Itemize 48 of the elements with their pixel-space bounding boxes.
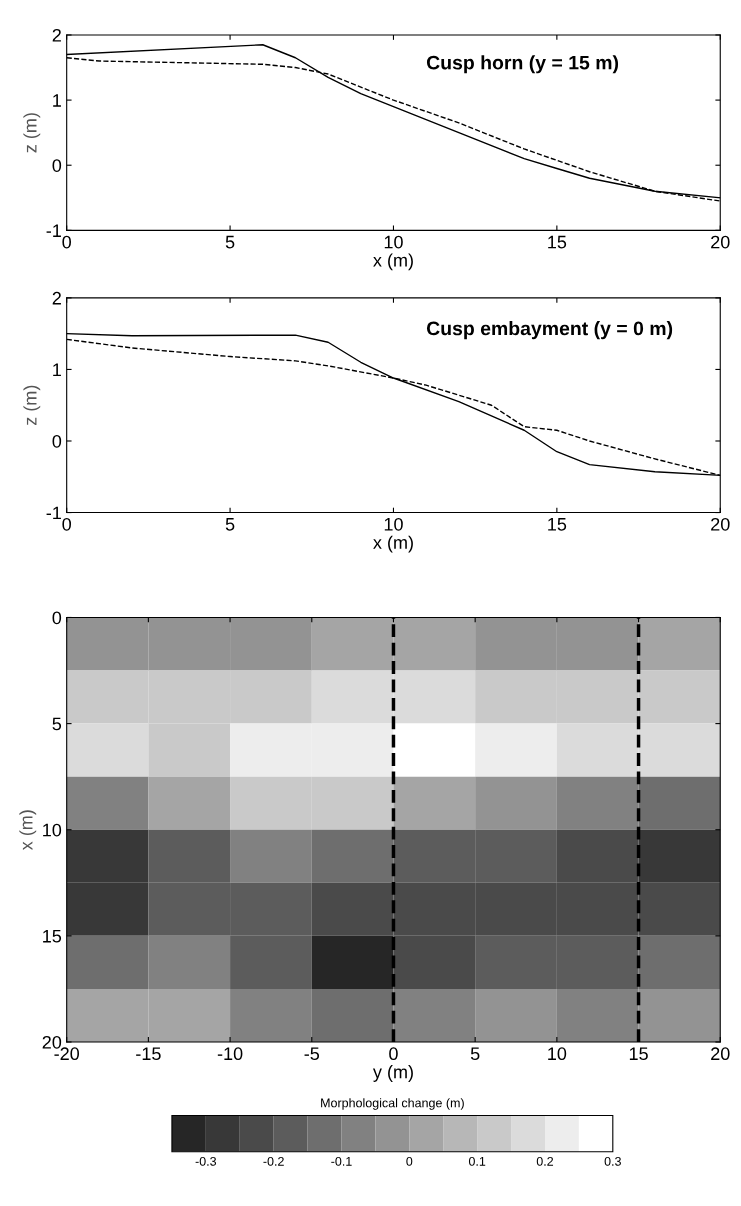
- x-axis-title: x (m): [373, 535, 413, 553]
- color-bar-label: -0.1: [331, 1156, 352, 1166]
- x-tick-label: 20: [711, 1047, 730, 1061]
- x-tick-label: -5: [304, 1047, 320, 1061]
- y-axis-title: z (m): [23, 113, 41, 153]
- x-tick-label: 5: [470, 1047, 480, 1061]
- y-axis-title: x (m): [19, 810, 37, 851]
- color-bar-label: 0: [406, 1156, 413, 1166]
- y-tick-label: 0: [52, 159, 62, 172]
- x-axis-title: x (m): [373, 253, 413, 271]
- x-tick-label: 5: [225, 518, 235, 531]
- x-tick-label: 15: [629, 1047, 648, 1061]
- color-bar-label: 0.3: [604, 1156, 621, 1166]
- y-tick-label: 20: [42, 1035, 62, 1049]
- x-tick-label: -20: [54, 1047, 80, 1061]
- y-tick-label: 2: [52, 291, 61, 305]
- color-bar-label: 0.2: [536, 1156, 554, 1166]
- x-tick-label: 20: [711, 517, 730, 531]
- x-tick-label: -15: [136, 1047, 161, 1061]
- annotation: Cusp horn (y = 15 m): [426, 55, 619, 74]
- y-tick-label: -1: [46, 224, 61, 237]
- color-bar-label: 0.1: [468, 1156, 486, 1166]
- annotation: Cusp embayment (y = 0 m): [426, 321, 673, 340]
- y-tick-label: 1: [53, 94, 61, 107]
- y-tick-label: -1: [46, 506, 61, 520]
- x-tick-label: 20: [711, 235, 730, 249]
- x-tick-label: 10: [548, 1047, 567, 1061]
- color-bar-label: -0.2: [263, 1156, 284, 1166]
- y-tick-label: 2: [52, 28, 61, 42]
- color-bar-title: Morphological change (m): [321, 1098, 464, 1110]
- x-tick-label: 0: [389, 1047, 398, 1061]
- x-tick-label: 15: [548, 518, 567, 531]
- y-tick-label: 0: [52, 611, 62, 625]
- x-tick-label: 5: [225, 235, 235, 249]
- x-tick-label: 10: [384, 517, 403, 531]
- x-tick-label: -10: [217, 1047, 243, 1061]
- y-tick-label: 10: [43, 823, 62, 837]
- y-tick-label: 0: [52, 434, 62, 448]
- x-tick-label: 15: [548, 235, 567, 249]
- x-tick-label: 0: [62, 517, 71, 531]
- x-tick-label: 10: [384, 235, 403, 249]
- x-tick-label: 0: [62, 235, 71, 249]
- y-tick-label: 1: [53, 363, 61, 376]
- y-tick-label: 5: [52, 717, 62, 731]
- x-axis-title: y (m): [372, 1065, 413, 1082]
- y-axis-title: z (m): [23, 385, 41, 426]
- color-bar-label: -0.3: [195, 1156, 217, 1166]
- y-tick-label: 15: [43, 929, 62, 943]
